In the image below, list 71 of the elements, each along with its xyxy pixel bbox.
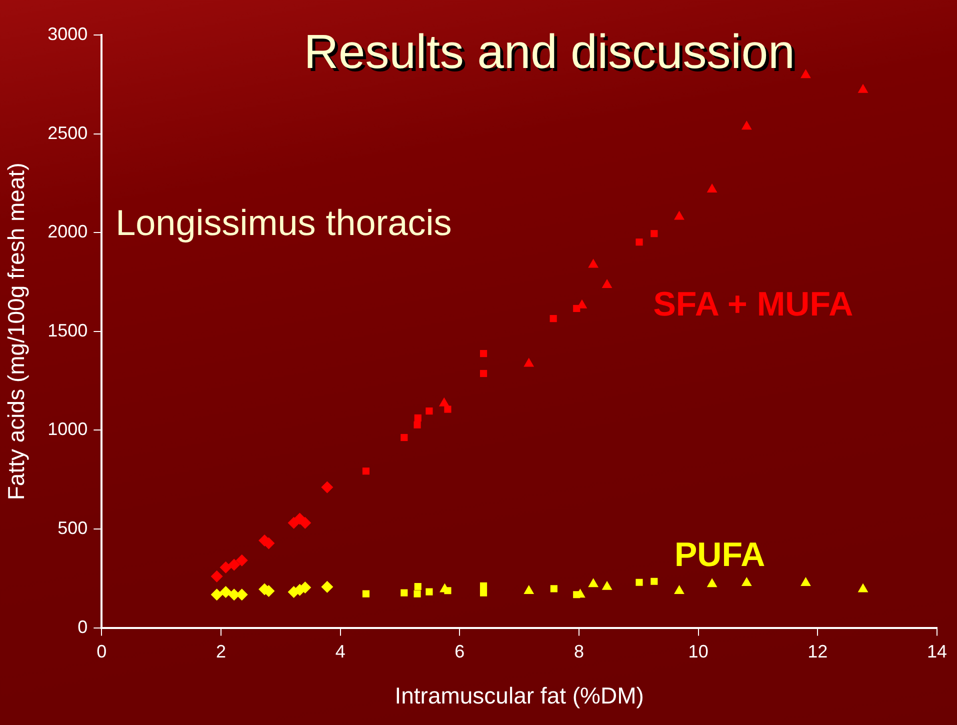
y-tick-label: 0 — [78, 616, 88, 637]
point — [321, 580, 334, 593]
point — [444, 587, 452, 594]
x-tick-label: 4 — [335, 642, 346, 662]
point — [524, 358, 534, 367]
point — [480, 582, 488, 590]
point — [602, 278, 612, 288]
annotation: SFA + MUFA — [653, 285, 854, 324]
point — [858, 583, 868, 592]
point — [426, 408, 433, 415]
point — [480, 370, 488, 378]
x-tick-label: 8 — [574, 642, 584, 662]
point — [636, 238, 643, 246]
point — [228, 558, 240, 571]
point — [299, 516, 312, 529]
point — [588, 578, 599, 588]
point — [550, 585, 558, 592]
y-tick-label: 500 — [58, 518, 88, 538]
point — [800, 69, 811, 78]
point — [573, 591, 580, 598]
point — [236, 554, 248, 566]
point — [220, 586, 232, 598]
y-tick-label: 1000 — [48, 419, 88, 440]
x-tick-label: 2 — [216, 642, 226, 662]
point — [210, 570, 223, 582]
point — [636, 578, 643, 586]
point — [480, 589, 488, 596]
point — [400, 589, 408, 596]
point — [550, 315, 557, 322]
point — [210, 588, 223, 601]
point — [706, 578, 718, 588]
y-tick-label: 1500 — [48, 320, 88, 340]
point — [362, 468, 370, 475]
point — [602, 580, 612, 590]
point — [321, 481, 334, 494]
point — [573, 304, 580, 312]
point — [706, 184, 718, 193]
point — [524, 585, 534, 594]
x-tick-label: 0 — [96, 642, 107, 662]
y-axis-title: Fatty acids (mg/100g fresh meat) — [3, 162, 30, 500]
x-tick-label: 10 — [688, 642, 708, 662]
point — [674, 210, 684, 220]
point — [650, 578, 658, 585]
point — [444, 406, 452, 413]
x-axis-title: Intramuscular fat (%DM) — [394, 682, 644, 709]
chart-title: Results and discussion — [306, 29, 798, 82]
point — [414, 582, 422, 590]
x-tick-label: 12 — [808, 642, 828, 662]
point — [414, 421, 421, 428]
point — [438, 397, 450, 406]
y-tick-label: 2500 — [48, 122, 88, 143]
point — [588, 258, 599, 268]
point — [800, 576, 811, 586]
x-tick-label: 6 — [454, 642, 465, 662]
point — [741, 576, 752, 586]
point — [741, 120, 752, 130]
point — [650, 230, 658, 238]
point — [426, 588, 433, 596]
point — [674, 585, 684, 594]
annotation: Longissimus thoracis — [116, 202, 452, 243]
point — [858, 84, 868, 93]
point — [400, 434, 408, 442]
point — [362, 590, 370, 598]
y-tick-label: 2000 — [48, 222, 88, 242]
point — [414, 414, 422, 422]
point — [414, 590, 421, 598]
annotation: PUFA — [674, 536, 766, 574]
point — [480, 350, 488, 358]
point — [220, 561, 232, 574]
x-tick-label: 14 — [926, 642, 948, 662]
y-tick-label: 3000 — [48, 24, 88, 44]
